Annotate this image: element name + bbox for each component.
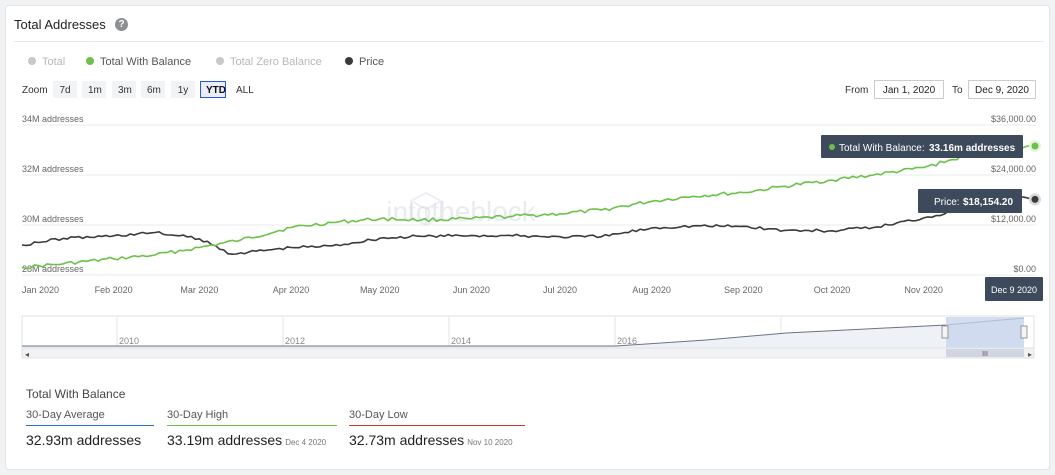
from-label: From bbox=[845, 85, 869, 96]
x-axis: Jan 2020 Feb 2020 Mar 2020 Apr 2020 May 2020… bbox=[22, 285, 943, 295]
scrollbar-track[interactable] bbox=[21, 347, 1035, 359]
zoom-ytd-button[interactable]: YTD bbox=[200, 81, 226, 98]
legend-dot-icon bbox=[216, 57, 224, 65]
navigator-handle-right[interactable] bbox=[1020, 325, 1028, 339]
navigator-series-area bbox=[22, 318, 1024, 348]
tooltip-price-label: Price: bbox=[934, 197, 960, 208]
scrollbar-grip-icon: III bbox=[982, 351, 988, 358]
legend-label: Total bbox=[42, 56, 66, 68]
stats-title: Total With Balance bbox=[26, 387, 126, 401]
help-icon[interactable]: ? bbox=[115, 18, 128, 31]
stat-value: 33.19m addresses Dec 4 2020 bbox=[167, 432, 327, 448]
y-right-tick-label: $0.00 bbox=[1013, 264, 1036, 274]
zoom-3m-button[interactable]: 3m bbox=[112, 81, 136, 98]
stat-label: 30-Day Average bbox=[26, 409, 105, 421]
legend-label: Price bbox=[359, 56, 385, 68]
y-axis-right: $36,000.00 $24,000.00 $12,000.00 $0.00 bbox=[991, 114, 1036, 274]
stat-30-day-average: 30-Day Average 32.93m addresses bbox=[26, 409, 154, 448]
stat-30-day-low: 30-Day Low 32.73m addresses Nov 10 2020 bbox=[349, 409, 525, 448]
y-axis-left: 34M addresses 32M addresses 30M addresses 2… bbox=[22, 114, 84, 274]
tooltip-balance-label: Total With Balance: bbox=[839, 143, 925, 154]
scroll-right-icon[interactable]: ▸ bbox=[1028, 350, 1032, 359]
x-tick-label: Oct 2020 bbox=[814, 285, 851, 295]
tooltip-balance-value: 33.16m addresses bbox=[929, 143, 1016, 154]
stat-date: Nov 10 2020 bbox=[467, 438, 513, 447]
divider bbox=[14, 41, 1044, 42]
tooltip-date-box bbox=[985, 277, 1043, 301]
y-left-tick-label: 30M addresses bbox=[22, 214, 84, 224]
stat-underline bbox=[349, 425, 525, 426]
y-left-tick-label: 32M addresses bbox=[22, 164, 84, 174]
y-right-tick-label: $24,000.00 bbox=[991, 164, 1036, 174]
tooltip-price: Price: $18,154.20 bbox=[918, 189, 1022, 213]
stat-value: 32.93m addresses bbox=[26, 432, 142, 448]
legend-dot-icon bbox=[86, 57, 94, 65]
navigator-selection[interactable] bbox=[946, 317, 1024, 348]
legend-item-price[interactable]: Price bbox=[345, 56, 384, 68]
zoom-label: Zoom bbox=[22, 85, 48, 96]
tooltip-dot-icon bbox=[829, 144, 835, 150]
zoom-all-button[interactable]: ALL bbox=[236, 85, 254, 96]
tooltip-date-value: Dec 9 2020 bbox=[991, 285, 1037, 295]
navigator-year-label: 2012 bbox=[285, 336, 305, 346]
watermark-logo-icon bbox=[410, 191, 442, 227]
stat-date: Dec 4 2020 bbox=[285, 438, 327, 447]
x-tick-label: Feb 2020 bbox=[95, 285, 133, 295]
x-tick-label: Sep 2020 bbox=[724, 285, 763, 295]
x-tick-label: Jun 2020 bbox=[453, 285, 490, 295]
legend-label: Total Zero Balance bbox=[230, 56, 322, 68]
navigator-year-label: 2010 bbox=[119, 336, 139, 346]
zoom-1m-button[interactable]: 1m bbox=[82, 81, 106, 98]
tooltip-price-value: $18,154.20 bbox=[963, 197, 1013, 208]
scroll-left-icon[interactable]: ◂ bbox=[25, 350, 29, 359]
marker-point-balance bbox=[1031, 142, 1039, 150]
tooltip-balance: Total With Balance: 33.16m addresses bbox=[821, 135, 1023, 158]
scrollbar-thumb[interactable] bbox=[946, 349, 1024, 357]
x-tick-label: Aug 2020 bbox=[632, 285, 671, 295]
marker-point-price bbox=[1031, 195, 1039, 203]
x-tick-label: Nov 2020 bbox=[904, 285, 943, 295]
tooltip-price-box bbox=[918, 189, 1022, 213]
stat-label: 30-Day High bbox=[167, 409, 229, 421]
y-left-tick-label: 34M addresses bbox=[22, 114, 84, 124]
series-line-total-with-balance bbox=[21, 144, 1037, 270]
legend-label: Total With Balance bbox=[100, 56, 192, 68]
x-tick-label: Apr 2020 bbox=[273, 285, 310, 295]
page-title: Total Addresses bbox=[14, 17, 106, 32]
navigator-year-label: 2016 bbox=[617, 336, 637, 346]
chart-grid bbox=[22, 124, 1036, 276]
zoom-6m-button[interactable]: 6m bbox=[141, 81, 165, 98]
stat-label: 30-Day Low bbox=[349, 409, 408, 421]
x-tick-label: Jul 2020 bbox=[543, 285, 577, 295]
navigator[interactable]: 201020122014201620182020 III ◂ ▸ bbox=[21, 315, 1035, 359]
legend-dot-icon bbox=[345, 57, 353, 65]
navigator-year-label: 2014 bbox=[451, 336, 471, 346]
watermark: intotheblock bbox=[386, 196, 536, 227]
y-right-tick-label: $36,000.00 bbox=[991, 114, 1036, 124]
y-right-tick-label: $12,000.00 bbox=[991, 214, 1036, 224]
legend-item-total[interactable]: Total bbox=[28, 56, 65, 68]
tooltip-balance-box bbox=[821, 135, 1023, 158]
x-tick-label: Mar 2020 bbox=[180, 285, 218, 295]
legend-item-total-zero-balance[interactable]: Total Zero Balance bbox=[216, 56, 322, 68]
to-label: To bbox=[952, 85, 963, 96]
legend-item-total-with-balance[interactable]: Total With Balance bbox=[86, 56, 191, 68]
stat-underline bbox=[167, 425, 337, 426]
zoom-1y-button[interactable]: 1y bbox=[171, 81, 195, 98]
x-tick-label: May 2020 bbox=[360, 285, 400, 295]
x-tick-label: Jan 2020 bbox=[22, 285, 59, 295]
to-date-input[interactable]: Dec 9, 2020 bbox=[968, 80, 1036, 99]
zoom-7d-button[interactable]: 7d bbox=[53, 81, 77, 98]
from-date-input[interactable]: Jan 1, 2020 bbox=[874, 80, 944, 99]
series-line-price bbox=[21, 194, 1037, 256]
stat-underline bbox=[26, 425, 154, 426]
y-left-tick-label: 28M addresses bbox=[22, 264, 84, 274]
stat-30-day-high: 30-Day High 33.19m addresses Dec 4 2020 bbox=[167, 409, 337, 448]
legend-dot-icon bbox=[28, 57, 36, 65]
total-addresses-card: Total Addresses ? Total Total With Balan… bbox=[5, 5, 1050, 470]
stat-value: 32.73m addresses Nov 10 2020 bbox=[349, 432, 513, 448]
tooltip-date: Dec 9 2020 bbox=[985, 277, 1043, 301]
navigator-handle-left[interactable] bbox=[941, 325, 949, 339]
